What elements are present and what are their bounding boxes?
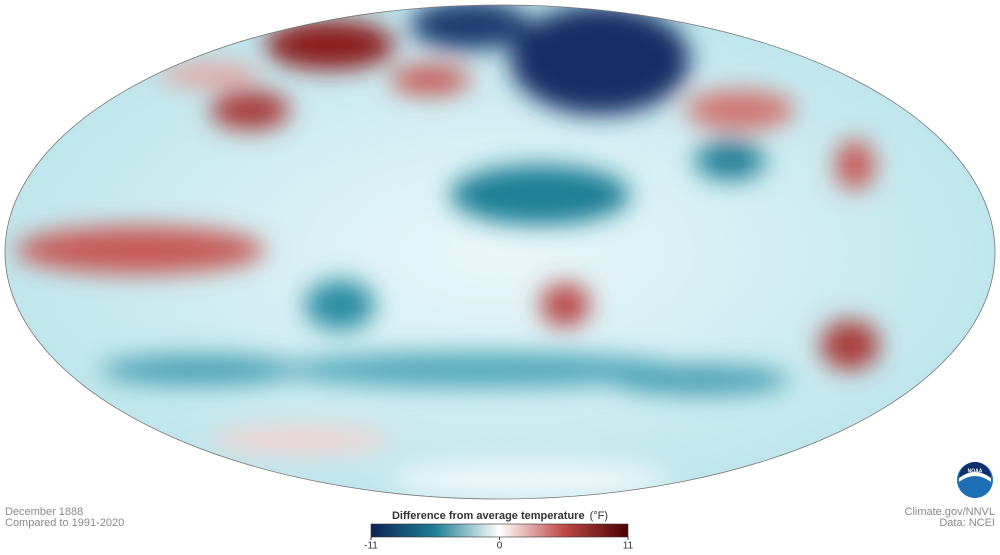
legend-title: Difference from average temperature (°F) xyxy=(392,510,608,522)
tick-label: 11 xyxy=(623,541,634,552)
baseline: Compared to 1991-2020 xyxy=(5,517,124,529)
color-bar xyxy=(370,523,629,538)
legend-title-text: Difference from average temperature xyxy=(392,510,585,522)
noaa-logo: NOAA xyxy=(957,462,993,498)
tick-label: -11 xyxy=(364,541,378,552)
world-map xyxy=(5,5,995,499)
data-credit: Data: NCEI xyxy=(939,517,995,529)
globe-outline xyxy=(4,4,996,500)
date: December 1888 xyxy=(5,506,83,518)
logo-text: NOAA xyxy=(968,468,983,474)
legend-unit: (°F) xyxy=(590,510,608,522)
source: Climate.gov/NNVL xyxy=(905,506,995,518)
tick-label: 0 xyxy=(497,541,503,552)
